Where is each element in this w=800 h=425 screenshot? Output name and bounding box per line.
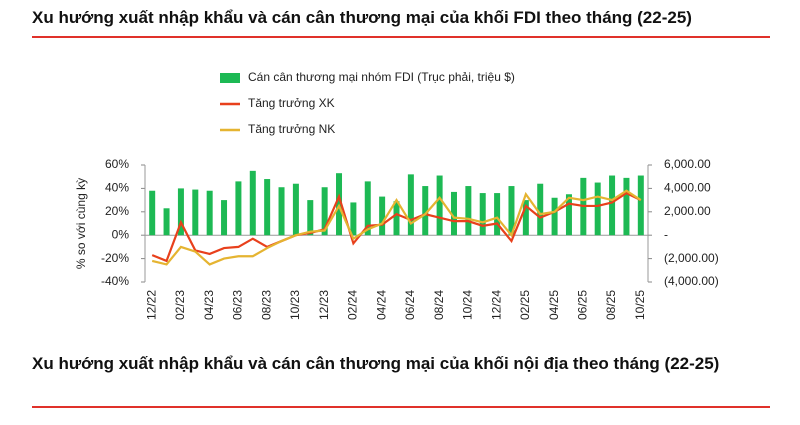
bar [623, 177, 630, 236]
bar [522, 200, 529, 236]
bar [594, 182, 601, 236]
bar [307, 200, 314, 236]
bar [565, 194, 572, 236]
y-tick-label: -20% [101, 251, 129, 265]
bar [350, 202, 357, 236]
y-tick-label: 0% [112, 227, 130, 241]
x-tick-label: 02/24 [346, 290, 360, 320]
section-title: Xu hướng xuất nhập khẩu và cán cân thươn… [32, 354, 720, 373]
x-tick-label: 12/22 [144, 290, 158, 320]
bar [177, 188, 184, 236]
bar [407, 174, 414, 236]
legend-label: Tăng trưởng XK [248, 96, 335, 110]
bar [436, 175, 443, 236]
x-tick-label: 08/25 [604, 290, 618, 320]
y2-tick-label: 4,000.00 [664, 181, 711, 195]
bar [278, 187, 285, 236]
title-rule [32, 36, 770, 38]
bar [465, 186, 472, 236]
x-tick-label: 04/23 [202, 290, 216, 320]
y2-tick-label: - [664, 227, 668, 241]
y-tick-label: 20% [105, 204, 129, 218]
bar [292, 183, 299, 236]
bar [235, 181, 242, 236]
y-tick-label: 60% [105, 157, 129, 171]
x-tick-label: 08/23 [259, 290, 273, 320]
y2-tick-label: 6,000.00 [664, 157, 711, 171]
bar [537, 183, 544, 236]
bar [364, 181, 371, 236]
section-rule [32, 406, 770, 408]
bar [551, 197, 558, 236]
legend-label: Tăng trưởng NK [248, 122, 335, 136]
bar [379, 196, 386, 236]
chart-title: Xu hướng xuất nhập khẩu và cán cân thươn… [32, 8, 692, 27]
bar [479, 193, 486, 236]
x-tick-label: 10/24 [461, 290, 475, 320]
bar [221, 200, 228, 236]
y-tick-label: 40% [105, 181, 129, 195]
y-tick-label: -40% [101, 274, 129, 288]
y2-tick-label: (2,000.00) [664, 251, 719, 265]
legend-swatch [220, 73, 240, 83]
x-tick-label: 04/25 [547, 290, 561, 320]
y2-tick-label: 2,000.00 [664, 204, 711, 218]
bar [494, 193, 501, 236]
bar [609, 175, 616, 236]
line [151, 189, 642, 266]
x-tick-label: 06/23 [231, 290, 245, 320]
bar [422, 186, 429, 236]
bar [321, 187, 328, 236]
chart: -40% -20% 0% 20% 40% 60% (4,000.00) (2,000.00) -… [74, 70, 719, 320]
x-tick-label: 02/23 [173, 290, 187, 320]
x-tick-label: 10/23 [288, 290, 302, 320]
x-tick-label: 08/24 [432, 290, 446, 320]
bar [264, 179, 271, 236]
bar [637, 175, 644, 236]
y2-tick-label: (4,000.00) [664, 274, 719, 288]
x-tick-label: 12/24 [489, 290, 503, 320]
bar [192, 189, 199, 236]
bar [450, 191, 457, 236]
y-axis-title: % so với cùng kỳ [74, 178, 88, 269]
bar [149, 190, 156, 236]
bar [249, 170, 256, 236]
x-tick-label: 02/25 [518, 290, 532, 320]
x-tick-label: 10/25 [633, 290, 647, 320]
bar [206, 190, 213, 236]
x-tick-label: 06/24 [403, 290, 417, 320]
x-tick-label: 06/25 [576, 290, 590, 320]
legend-label: Cán cân thương mại nhóm FDI (Trục phải, … [248, 70, 515, 84]
bar [508, 186, 515, 236]
bar [393, 201, 400, 236]
x-tick-label: 04/24 [374, 290, 388, 320]
bar [163, 208, 170, 236]
line [151, 191, 642, 263]
x-tick-label: 12/23 [317, 290, 331, 320]
